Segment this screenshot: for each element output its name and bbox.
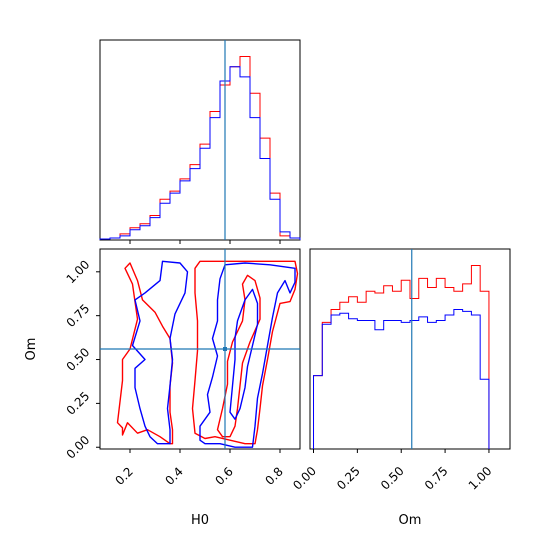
contour-red-0 — [116, 262, 174, 445]
contour-ytick-label: 0.75 — [64, 301, 93, 330]
om-histogram-red-step — [313, 265, 490, 449]
h0-om-contour-panel: 0.2 0.4 0.6 0.8 0.00 0.25 0.50 0.75 1.00 — [64, 248, 301, 488]
h0-histogram-frame — [99, 39, 301, 241]
contour-red-2 — [216, 274, 261, 438]
contour-blue-0 — [131, 260, 189, 445]
om-xtick-label: 0.25 — [334, 464, 363, 493]
contour-ytick-label: 1.00 — [64, 257, 93, 286]
contour-blue-2 — [229, 288, 259, 420]
contour-ytick-label: 0.00 — [64, 433, 93, 462]
contour-ytick-label: 0.50 — [64, 345, 93, 374]
om-xtick-label: 0.75 — [422, 464, 451, 493]
contour-blue-1 — [199, 262, 296, 448]
contour-xtick-label: 0.6 — [212, 464, 235, 487]
om-xtick-label: 1.00 — [466, 464, 495, 493]
om-histogram-frame — [309, 248, 511, 450]
om-xtick-label: 0.00 — [290, 464, 319, 493]
y-axis-label-om: Om — [24, 338, 39, 361]
h0-histogram-blue-step — [99, 66, 301, 240]
om-xtick-label: 0.50 — [378, 464, 407, 493]
contour-xtick-label: 0.4 — [162, 464, 185, 487]
x-axis-label-om: Om — [399, 513, 422, 528]
h0-histogram-panel — [99, 39, 301, 244]
om-histogram-blue-step — [313, 309, 490, 449]
om-histogram-panel: 0.00 0.25 0.50 0.75 1.00 — [290, 248, 511, 493]
contour-ytick-label: 0.25 — [64, 389, 93, 418]
contour-xtick-label: 0.8 — [262, 464, 285, 487]
contour-truth-marker — [223, 347, 227, 351]
contour-red-1 — [191, 260, 299, 445]
contour-xtick-label: 0.2 — [112, 464, 135, 487]
x-axis-label-h0: H0 — [191, 513, 209, 528]
